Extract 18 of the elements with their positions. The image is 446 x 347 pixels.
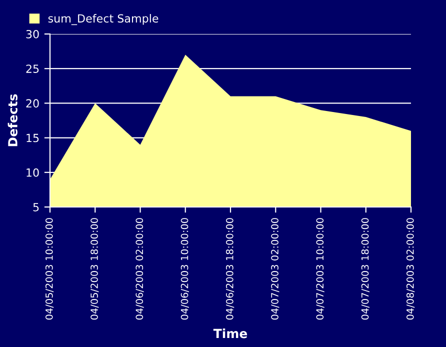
x-tick-label: 04/06/2003 18:00:00 bbox=[226, 218, 234, 320]
x-tick-label: 04/08/2003 02:00:00 bbox=[406, 218, 415, 320]
y-axis-title: Defects bbox=[8, 94, 18, 146]
y-tick-label: 25 bbox=[26, 64, 39, 73]
legend-label: sum_Defect Sample bbox=[48, 14, 158, 26]
x-tick-label: 04/06/2003 10:00:00 bbox=[180, 218, 189, 320]
y-tick-label: 5 bbox=[33, 203, 39, 212]
y-tick-label: 10 bbox=[26, 168, 39, 177]
x-tick-label: 04/05/2003 10:00:00 bbox=[45, 218, 54, 320]
x-axis-title: Time bbox=[213, 328, 248, 338]
y-tick-label: 30 bbox=[26, 30, 39, 38]
x-tick-label: 04/05/2003 18:00:00 bbox=[90, 218, 99, 320]
x-tick-label: 04/07/2003 02:00:00 bbox=[271, 218, 280, 320]
x-tick-label: 04/06/2003 02:00:00 bbox=[136, 218, 144, 320]
y-tick-label: 15 bbox=[26, 134, 39, 142]
x-tick-label: 04/07/2003 10:00:00 bbox=[316, 218, 324, 320]
y-tick-label: 20 bbox=[26, 99, 39, 108]
x-tick-label: 04/07/2003 18:00:00 bbox=[361, 218, 370, 320]
